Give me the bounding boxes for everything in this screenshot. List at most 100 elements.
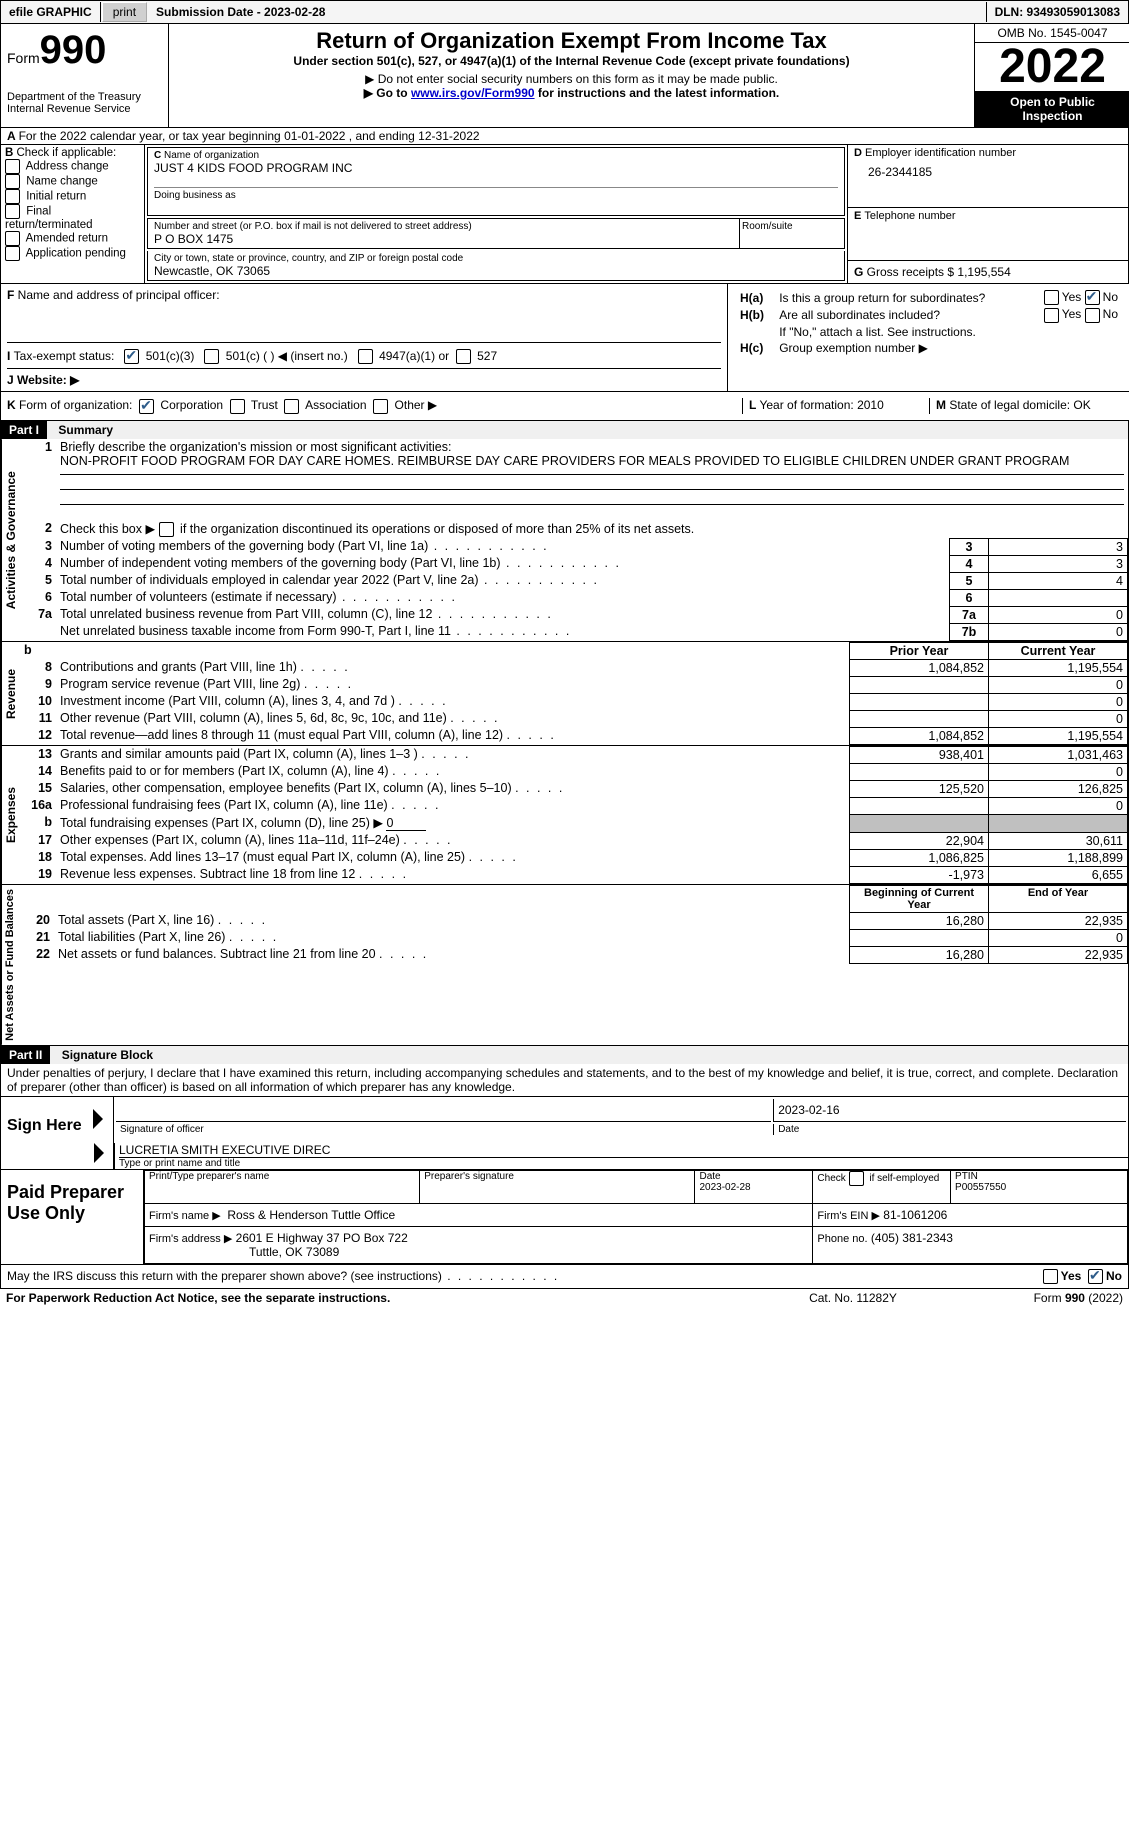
website-label: Website: ▶ xyxy=(17,373,79,387)
b-option-label: Name change xyxy=(26,176,98,188)
b-label: Check if applicable: xyxy=(17,147,117,159)
summary-line: Total number of volunteers (estimate if … xyxy=(56,589,950,606)
k-label: Form of organization: xyxy=(19,398,132,412)
ptin-val: P00557550 xyxy=(955,1182,1006,1193)
line-value: 0 xyxy=(989,606,1128,623)
prior-value: 16,280 xyxy=(850,912,989,929)
firm-addr-label: Firm's address ▶ xyxy=(149,1233,232,1245)
checkbox-501c[interactable] xyxy=(204,349,219,364)
line1-label: Briefly describe the organization's miss… xyxy=(60,440,451,454)
form-header: Form990 Department of the Treasury Inter… xyxy=(0,24,1129,128)
line-num-box: 7b xyxy=(950,623,989,640)
declaration: Under penalties of perjury, I declare th… xyxy=(1,1064,1128,1096)
k-corp[interactable] xyxy=(139,399,154,414)
k-corp-label: Corporation xyxy=(160,398,223,412)
part1-title: Summary xyxy=(50,421,121,439)
k-trust-label: Trust xyxy=(251,398,278,412)
side-expenses: Expenses xyxy=(1,746,20,884)
opt-501c3: 501(c)(3) xyxy=(146,349,195,363)
current-value: 0 xyxy=(989,797,1128,814)
org-name: JUST 4 KIDS FOOD PROGRAM INC xyxy=(154,161,838,175)
line2-checkbox[interactable] xyxy=(159,522,174,537)
line-value: 0 xyxy=(989,623,1128,640)
prior-value: 22,904 xyxy=(850,832,989,849)
room-label: Room/suite xyxy=(739,219,844,248)
b-option-checkbox[interactable] xyxy=(5,174,20,189)
firm-addr2: Tuttle, OK 73089 xyxy=(249,1245,339,1259)
side-activities: Activities & Governance xyxy=(1,439,20,641)
current-value: 1,195,554 xyxy=(989,727,1128,744)
line2a: Check this box ▶ xyxy=(60,522,155,536)
footer: For Paperwork Reduction Act Notice, see … xyxy=(0,1289,1129,1307)
k-l-m-row: K Form of organization: Corporation Trus… xyxy=(0,392,1129,420)
paid-preparer: Paid Preparer Use Only xyxy=(1,1170,143,1264)
prior-value xyxy=(850,676,989,693)
prep-col2: Preparer's signature xyxy=(420,1170,695,1203)
print-button[interactable]: print xyxy=(102,2,147,22)
cat-no: Cat. No. 11282Y xyxy=(763,1291,943,1305)
ha-yes[interactable] xyxy=(1044,290,1059,305)
summary-line: Other expenses (Part IX, column (A), lin… xyxy=(56,832,850,849)
d-label: Employer identification number xyxy=(865,147,1016,159)
f-label: Name and address of principal officer: xyxy=(18,288,220,302)
b-option-checkbox[interactable] xyxy=(5,159,20,174)
l-value: 2010 xyxy=(857,398,884,412)
hb-note: If "No," attach a list. See instructions… xyxy=(775,325,1122,339)
line-value: 4 xyxy=(989,572,1128,589)
prior-value: 938,401 xyxy=(850,746,989,763)
checkbox-4947[interactable] xyxy=(358,349,373,364)
paperwork: For Paperwork Reduction Act Notice, see … xyxy=(6,1291,390,1305)
current-value: 22,935 xyxy=(989,946,1128,963)
b-option-checkbox[interactable] xyxy=(5,189,20,204)
hb-no[interactable] xyxy=(1085,308,1100,323)
prior-year-hdr: Prior Year xyxy=(850,642,989,659)
sig-officer-label: Signature of officer xyxy=(116,1124,771,1135)
k-other[interactable] xyxy=(373,399,388,414)
irs-label: Internal Revenue Service xyxy=(7,103,162,115)
summary-line: Program service revenue (Part VIII, line… xyxy=(56,676,850,693)
discuss-yes[interactable] xyxy=(1043,1269,1058,1284)
m-label: State of legal domicile: xyxy=(949,398,1070,412)
summary-line: Number of voting members of the governin… xyxy=(56,538,950,555)
part1: Part I Summary Activities & Governance 1… xyxy=(0,421,1129,1046)
prior-value: 16,280 xyxy=(850,946,989,963)
ha-no[interactable] xyxy=(1085,290,1100,305)
no-label2: No xyxy=(1103,307,1118,321)
discuss-no[interactable] xyxy=(1088,1269,1103,1284)
hb-yes[interactable] xyxy=(1044,308,1059,323)
grey-cell xyxy=(850,814,989,832)
ha-label: Is this a group return for subordinates? xyxy=(775,290,1024,305)
checkbox-527[interactable] xyxy=(456,349,471,364)
self-emp-label: if self-employed xyxy=(869,1173,939,1184)
summary-line: Total assets (Part X, line 16) xyxy=(54,912,850,929)
form-subtitle: Under section 501(c), 527, or 4947(a)(1)… xyxy=(173,54,970,68)
street-value: P O BOX 1475 xyxy=(154,232,733,246)
line-num-box: 5 xyxy=(950,572,989,589)
top-toolbar: efile GRAPHIC print Submission Date - 20… xyxy=(0,0,1129,24)
prior-value xyxy=(850,710,989,727)
part1-header: Part I xyxy=(1,421,47,439)
form-word: Form xyxy=(7,50,40,66)
checkbox-501c3[interactable] xyxy=(124,349,139,364)
street-label: Number and street (or P.O. box if mail i… xyxy=(154,221,733,232)
k-trust[interactable] xyxy=(230,399,245,414)
dept-label: Department of the Treasury xyxy=(7,91,162,103)
k-assoc[interactable] xyxy=(284,399,299,414)
b-option-checkbox[interactable] xyxy=(5,204,20,219)
b-option-label: Application pending xyxy=(26,248,126,260)
line-num-box: 6 xyxy=(950,589,989,606)
irs-link[interactable]: www.irs.gov/Form990 xyxy=(411,86,535,100)
tax-year: 2022 xyxy=(975,43,1129,91)
g-label: Gross receipts $ xyxy=(867,265,954,279)
line-num-box: 3 xyxy=(950,538,989,555)
firm-name-label: Firm's name ▶ xyxy=(149,1210,221,1222)
phone-val: (405) 381-2343 xyxy=(871,1231,953,1245)
summary-line: Grants and similar amounts paid (Part IX… xyxy=(56,746,850,763)
self-emp-checkbox[interactable] xyxy=(849,1171,864,1186)
phone-label: Phone no. xyxy=(817,1233,867,1245)
submission-date: Submission Date - 2023-02-28 xyxy=(148,2,987,22)
summary-line: Revenue less expenses. Subtract line 18 … xyxy=(56,866,850,883)
b-option-checkbox[interactable] xyxy=(5,231,20,246)
b-option-checkbox[interactable] xyxy=(5,246,20,261)
sign-here: Sign Here xyxy=(1,1097,93,1169)
